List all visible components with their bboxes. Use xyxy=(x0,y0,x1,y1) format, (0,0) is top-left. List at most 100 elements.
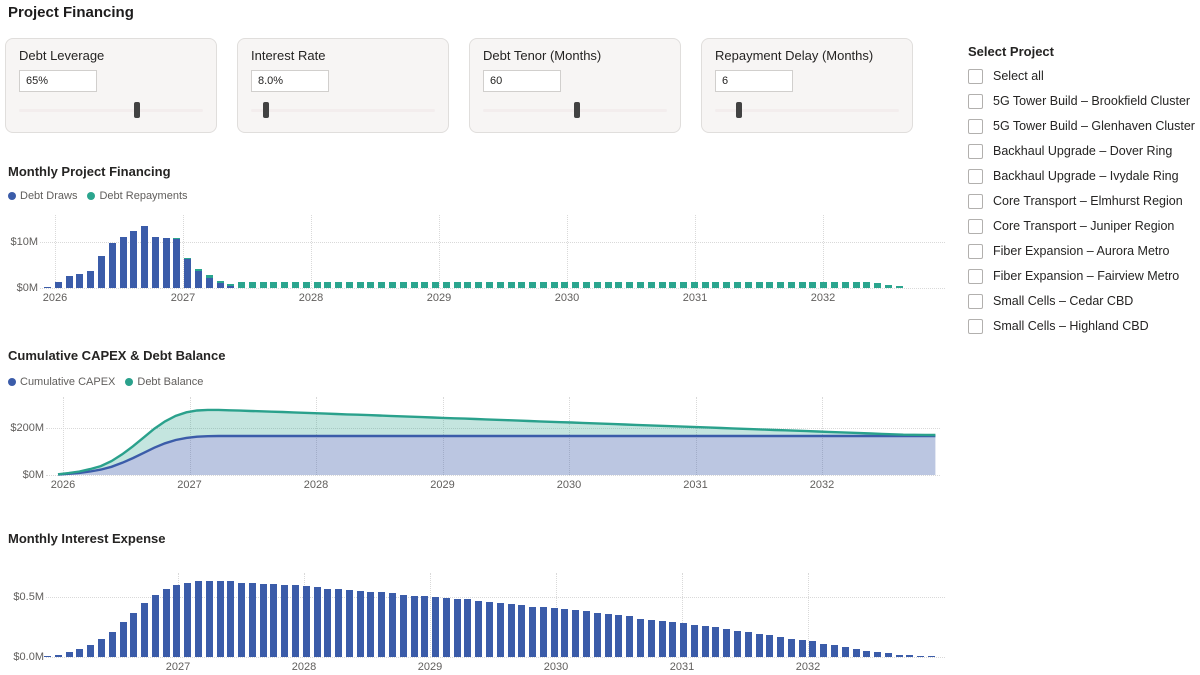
bar-interest-expense[interactable] xyxy=(906,655,914,657)
parameter-input[interactable] xyxy=(251,70,329,92)
bar-interest-expense[interactable] xyxy=(766,635,774,657)
project-label[interactable]: Core Transport – Elmhurst Region xyxy=(993,194,1183,208)
bar-debt-repayments[interactable] xyxy=(421,282,429,288)
bar-debt-draws[interactable] xyxy=(141,226,148,288)
project-checkbox[interactable] xyxy=(968,93,983,109)
project-label[interactable]: Select all xyxy=(993,69,1044,83)
bar-debt-repayments[interactable] xyxy=(313,282,321,288)
bar-interest-expense[interactable] xyxy=(162,588,170,657)
project-checkbox[interactable] xyxy=(968,293,983,309)
bar-debt-repayments[interactable] xyxy=(453,282,461,288)
bar-interest-expense[interactable] xyxy=(194,581,202,657)
line-debt-balance[interactable] xyxy=(57,408,936,476)
bar-interest-expense[interactable] xyxy=(475,600,483,657)
bar-debt-repayments[interactable] xyxy=(410,282,418,288)
bar-interest-expense[interactable] xyxy=(216,581,224,657)
project-list-item[interactable]: 5G Tower Build – Brookfield Cluster xyxy=(968,93,1200,109)
bar-interest-expense[interactable] xyxy=(723,629,731,657)
slider-track[interactable] xyxy=(19,102,203,118)
bar-interest-expense[interactable] xyxy=(744,631,752,657)
bar-debt-repayments[interactable] xyxy=(863,282,871,288)
bar-interest-expense[interactable] xyxy=(453,599,461,657)
bar-interest-expense[interactable] xyxy=(583,611,590,657)
bar-interest-expense[interactable] xyxy=(680,623,687,657)
bar-interest-expense[interactable] xyxy=(270,583,278,657)
bar-interest-expense[interactable] xyxy=(335,588,343,657)
bar-debt-repayments[interactable] xyxy=(830,282,838,288)
bar-interest-expense[interactable] xyxy=(291,585,299,657)
bar-debt-repayments[interactable] xyxy=(744,282,752,288)
bar-debt-repayments[interactable] xyxy=(529,282,537,288)
bar-debt-draws[interactable] xyxy=(162,237,170,288)
project-list-item[interactable]: Small Cells – Cedar CBD xyxy=(968,293,1200,309)
bar-interest-expense[interactable] xyxy=(324,588,332,657)
bar-interest-expense[interactable] xyxy=(669,622,677,657)
bar-debt-repayments[interactable] xyxy=(464,282,472,288)
bar-interest-expense[interactable] xyxy=(97,639,105,657)
bar-debt-repayments[interactable] xyxy=(874,283,882,288)
slider-handle[interactable] xyxy=(262,102,269,118)
project-list-item[interactable]: 5G Tower Build – Glenhaven Cluster xyxy=(968,118,1200,134)
bar-debt-repayments[interactable] xyxy=(270,282,278,288)
bar-debt-repayments[interactable] xyxy=(475,282,483,288)
bar-interest-expense[interactable] xyxy=(895,654,903,657)
bar-interest-expense[interactable] xyxy=(87,645,95,657)
bar-debt-repayments[interactable] xyxy=(852,282,860,288)
bar-debt-repayments[interactable] xyxy=(626,282,634,288)
project-list-item[interactable]: Backhaul Upgrade – Dover Ring xyxy=(968,143,1200,159)
project-checkbox[interactable] xyxy=(968,318,983,334)
bar-debt-draws[interactable] xyxy=(87,271,95,288)
bar-interest-expense[interactable] xyxy=(690,624,698,657)
bar-interest-expense[interactable] xyxy=(733,630,741,657)
project-list-item[interactable]: Fiber Expansion – Fairview Metro xyxy=(968,268,1200,284)
bar-debt-repayments[interactable] xyxy=(496,282,504,288)
bar-interest-expense[interactable] xyxy=(248,582,256,657)
slider-handle[interactable] xyxy=(133,102,140,118)
bar-debt-repayments[interactable] xyxy=(194,268,202,271)
project-list-item[interactable]: Fiber Expansion – Aurora Metro xyxy=(968,243,1200,259)
legend-item[interactable]: Cumulative CAPEX xyxy=(8,376,115,388)
bar-interest-expense[interactable] xyxy=(777,636,784,657)
bar-interest-expense[interactable] xyxy=(809,641,817,657)
bar-interest-expense[interactable] xyxy=(518,605,526,657)
bar-interest-expense[interactable] xyxy=(820,643,828,657)
legend-item[interactable]: Debt Repayments xyxy=(87,190,188,202)
bar-debt-draws[interactable] xyxy=(130,231,138,288)
project-list-item[interactable]: Select all xyxy=(968,68,1200,84)
bar-debt-repayments[interactable] xyxy=(680,282,687,288)
bar-interest-expense[interactable] xyxy=(76,648,84,657)
bar-debt-repayments[interactable] xyxy=(690,282,698,288)
project-label[interactable]: Backhaul Upgrade – Ivydale Ring xyxy=(993,169,1179,183)
bar-interest-expense[interactable] xyxy=(755,634,763,657)
project-checkbox[interactable] xyxy=(968,143,983,159)
bar-interest-expense[interactable] xyxy=(356,591,364,657)
bar-interest-expense[interactable] xyxy=(130,612,138,657)
bar-interest-expense[interactable] xyxy=(399,594,407,657)
bar-interest-expense[interactable] xyxy=(496,603,504,657)
slider-handle[interactable] xyxy=(735,102,742,118)
bar-debt-repayments[interactable] xyxy=(281,282,289,288)
bar-debt-repayments[interactable] xyxy=(259,282,267,288)
project-list-item[interactable]: Core Transport – Juniper Region xyxy=(968,218,1200,234)
bar-interest-expense[interactable] xyxy=(636,618,644,657)
bar-debt-repayments[interactable] xyxy=(820,282,828,288)
bar-interest-expense[interactable] xyxy=(712,627,720,657)
bar-debt-draws[interactable] xyxy=(65,276,73,288)
line-cumulative-capex[interactable] xyxy=(57,434,936,476)
bar-debt-repayments[interactable] xyxy=(173,237,181,240)
bar-debt-repayments[interactable] xyxy=(432,282,440,288)
project-checkbox[interactable] xyxy=(968,268,983,284)
bar-interest-expense[interactable] xyxy=(647,619,655,657)
legend-item[interactable]: Debt Draws xyxy=(8,190,77,202)
bar-debt-repayments[interactable] xyxy=(367,282,375,288)
project-list-item[interactable]: Backhaul Upgrade – Ivydale Ring xyxy=(968,168,1200,184)
bar-interest-expense[interactable] xyxy=(486,601,493,657)
bar-interest-expense[interactable] xyxy=(205,581,213,657)
bar-debt-repayments[interactable] xyxy=(658,282,666,288)
bar-debt-repayments[interactable] xyxy=(755,282,763,288)
parameter-input[interactable] xyxy=(19,70,97,92)
project-checkbox[interactable] xyxy=(968,68,983,84)
bar-interest-expense[interactable] xyxy=(928,655,935,657)
bar-interest-expense[interactable] xyxy=(389,593,396,657)
bar-debt-repayments[interactable] xyxy=(238,282,245,288)
